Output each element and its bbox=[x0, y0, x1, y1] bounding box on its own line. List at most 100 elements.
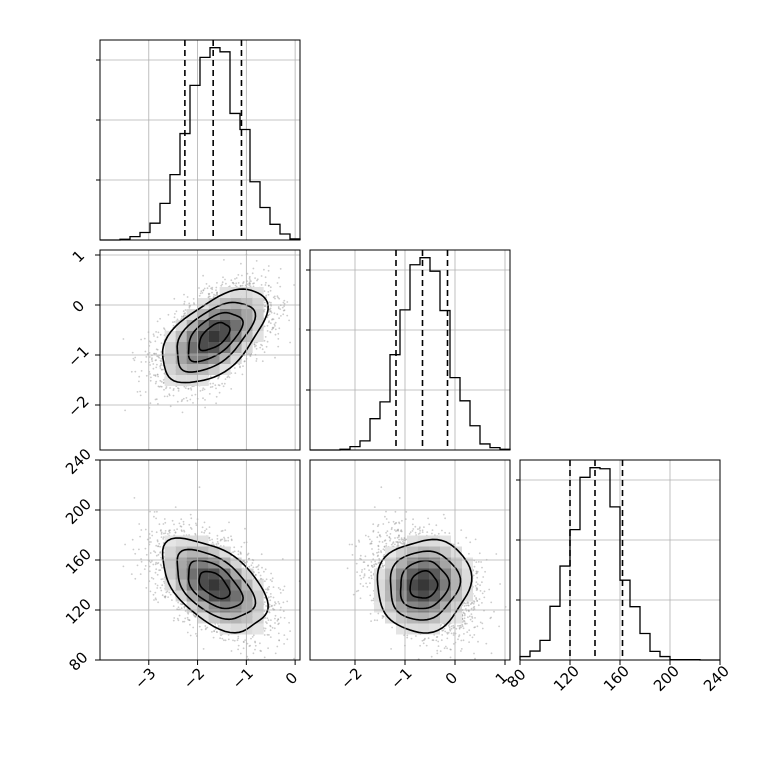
scatter-point bbox=[200, 293, 202, 295]
scatter-point bbox=[145, 351, 147, 353]
scatter-point bbox=[264, 351, 266, 353]
scatter-point bbox=[283, 602, 285, 604]
scatter-point bbox=[230, 279, 232, 281]
scatter-point bbox=[270, 629, 272, 631]
scatter-point bbox=[193, 302, 195, 304]
scatter-point bbox=[190, 387, 192, 389]
scatter-point bbox=[264, 340, 266, 342]
scatter-point bbox=[236, 277, 238, 279]
scatter-point bbox=[275, 334, 277, 336]
scatter-point bbox=[161, 532, 163, 534]
scatter-point bbox=[247, 273, 249, 275]
scatter-point bbox=[230, 535, 232, 537]
scatter-point bbox=[162, 369, 164, 371]
scatter-point bbox=[238, 550, 240, 552]
scatter-point bbox=[155, 572, 157, 574]
scatter-point bbox=[193, 298, 195, 300]
scatter-point bbox=[239, 367, 241, 369]
scatter-point bbox=[278, 277, 280, 279]
scatter-point bbox=[181, 399, 183, 401]
scatter-point bbox=[215, 287, 217, 289]
scatter-point bbox=[138, 549, 140, 551]
scatter-point bbox=[189, 307, 191, 309]
scatter-point bbox=[284, 617, 286, 619]
scatter-point bbox=[268, 294, 270, 296]
scatter-point bbox=[270, 573, 272, 575]
scatter-point bbox=[235, 282, 237, 284]
scatter-point bbox=[231, 650, 233, 652]
scatter-point bbox=[234, 367, 236, 369]
scatter-point bbox=[160, 364, 162, 366]
scatter-point bbox=[269, 599, 271, 601]
scatter-point bbox=[283, 310, 285, 312]
density-cell bbox=[187, 364, 198, 375]
scatter-point bbox=[233, 283, 235, 285]
scatter-point bbox=[150, 591, 152, 593]
scatter-point bbox=[270, 290, 272, 292]
density-cell bbox=[242, 309, 253, 320]
scatter-point bbox=[157, 403, 159, 405]
scatter-point bbox=[214, 384, 216, 386]
scatter-point bbox=[163, 382, 165, 384]
scatter-point bbox=[218, 384, 220, 386]
scatter-point bbox=[247, 283, 249, 285]
density-cell bbox=[165, 342, 176, 353]
scatter-point bbox=[240, 653, 242, 655]
scatter-point bbox=[265, 295, 267, 297]
scatter-point bbox=[175, 506, 177, 508]
scatter-point bbox=[156, 364, 158, 366]
scatter-point bbox=[137, 391, 139, 393]
scatter-point bbox=[231, 539, 233, 541]
scatter-point bbox=[158, 357, 160, 359]
scatter-point bbox=[202, 387, 204, 389]
scatter-point bbox=[153, 368, 155, 370]
scatter-point bbox=[235, 285, 237, 287]
scatter-point bbox=[240, 263, 242, 265]
scatter-point bbox=[264, 290, 266, 292]
scatter-point bbox=[141, 561, 143, 563]
scatter-point bbox=[282, 313, 284, 315]
scatter-point bbox=[203, 648, 205, 650]
scatter-point bbox=[223, 385, 225, 387]
density-cell bbox=[209, 331, 220, 342]
scatter-point bbox=[153, 335, 155, 337]
scatter-point bbox=[286, 315, 288, 317]
scatter-point bbox=[204, 389, 206, 391]
scatter-point bbox=[150, 552, 152, 554]
scatter-point bbox=[232, 640, 234, 642]
scatter-point bbox=[256, 280, 258, 282]
scatter-point bbox=[226, 376, 228, 378]
scatter-point bbox=[286, 638, 288, 640]
scatter-point bbox=[289, 342, 291, 344]
scatter-point bbox=[254, 344, 256, 346]
scatter-point bbox=[267, 341, 269, 343]
scatter-point bbox=[131, 573, 133, 575]
scatter-point bbox=[157, 376, 159, 378]
scatter-point bbox=[181, 316, 183, 318]
scatter-point bbox=[196, 524, 198, 526]
density-cell bbox=[253, 298, 264, 309]
scatter-point bbox=[230, 388, 232, 390]
scatter-point bbox=[204, 407, 206, 409]
scatter-point bbox=[155, 381, 157, 383]
scatter-point bbox=[223, 639, 225, 641]
scatter-point bbox=[217, 378, 219, 380]
scatter-point bbox=[173, 325, 175, 327]
scatter-point bbox=[225, 283, 227, 285]
scatter-point bbox=[211, 292, 213, 294]
scatter-point bbox=[261, 553, 263, 555]
scatter-point bbox=[264, 309, 266, 311]
scatter-point bbox=[253, 282, 255, 284]
density-cell bbox=[231, 320, 242, 331]
scatter-point bbox=[271, 329, 273, 331]
scatter-point bbox=[211, 631, 213, 633]
scatter-point bbox=[157, 336, 159, 338]
scatter-point bbox=[123, 338, 125, 340]
scatter-point bbox=[149, 364, 151, 366]
scatter-point bbox=[242, 285, 244, 287]
scatter-point bbox=[215, 388, 217, 390]
scatter-point bbox=[152, 363, 154, 365]
scatter-point bbox=[159, 318, 161, 320]
scatter-point bbox=[222, 276, 224, 278]
